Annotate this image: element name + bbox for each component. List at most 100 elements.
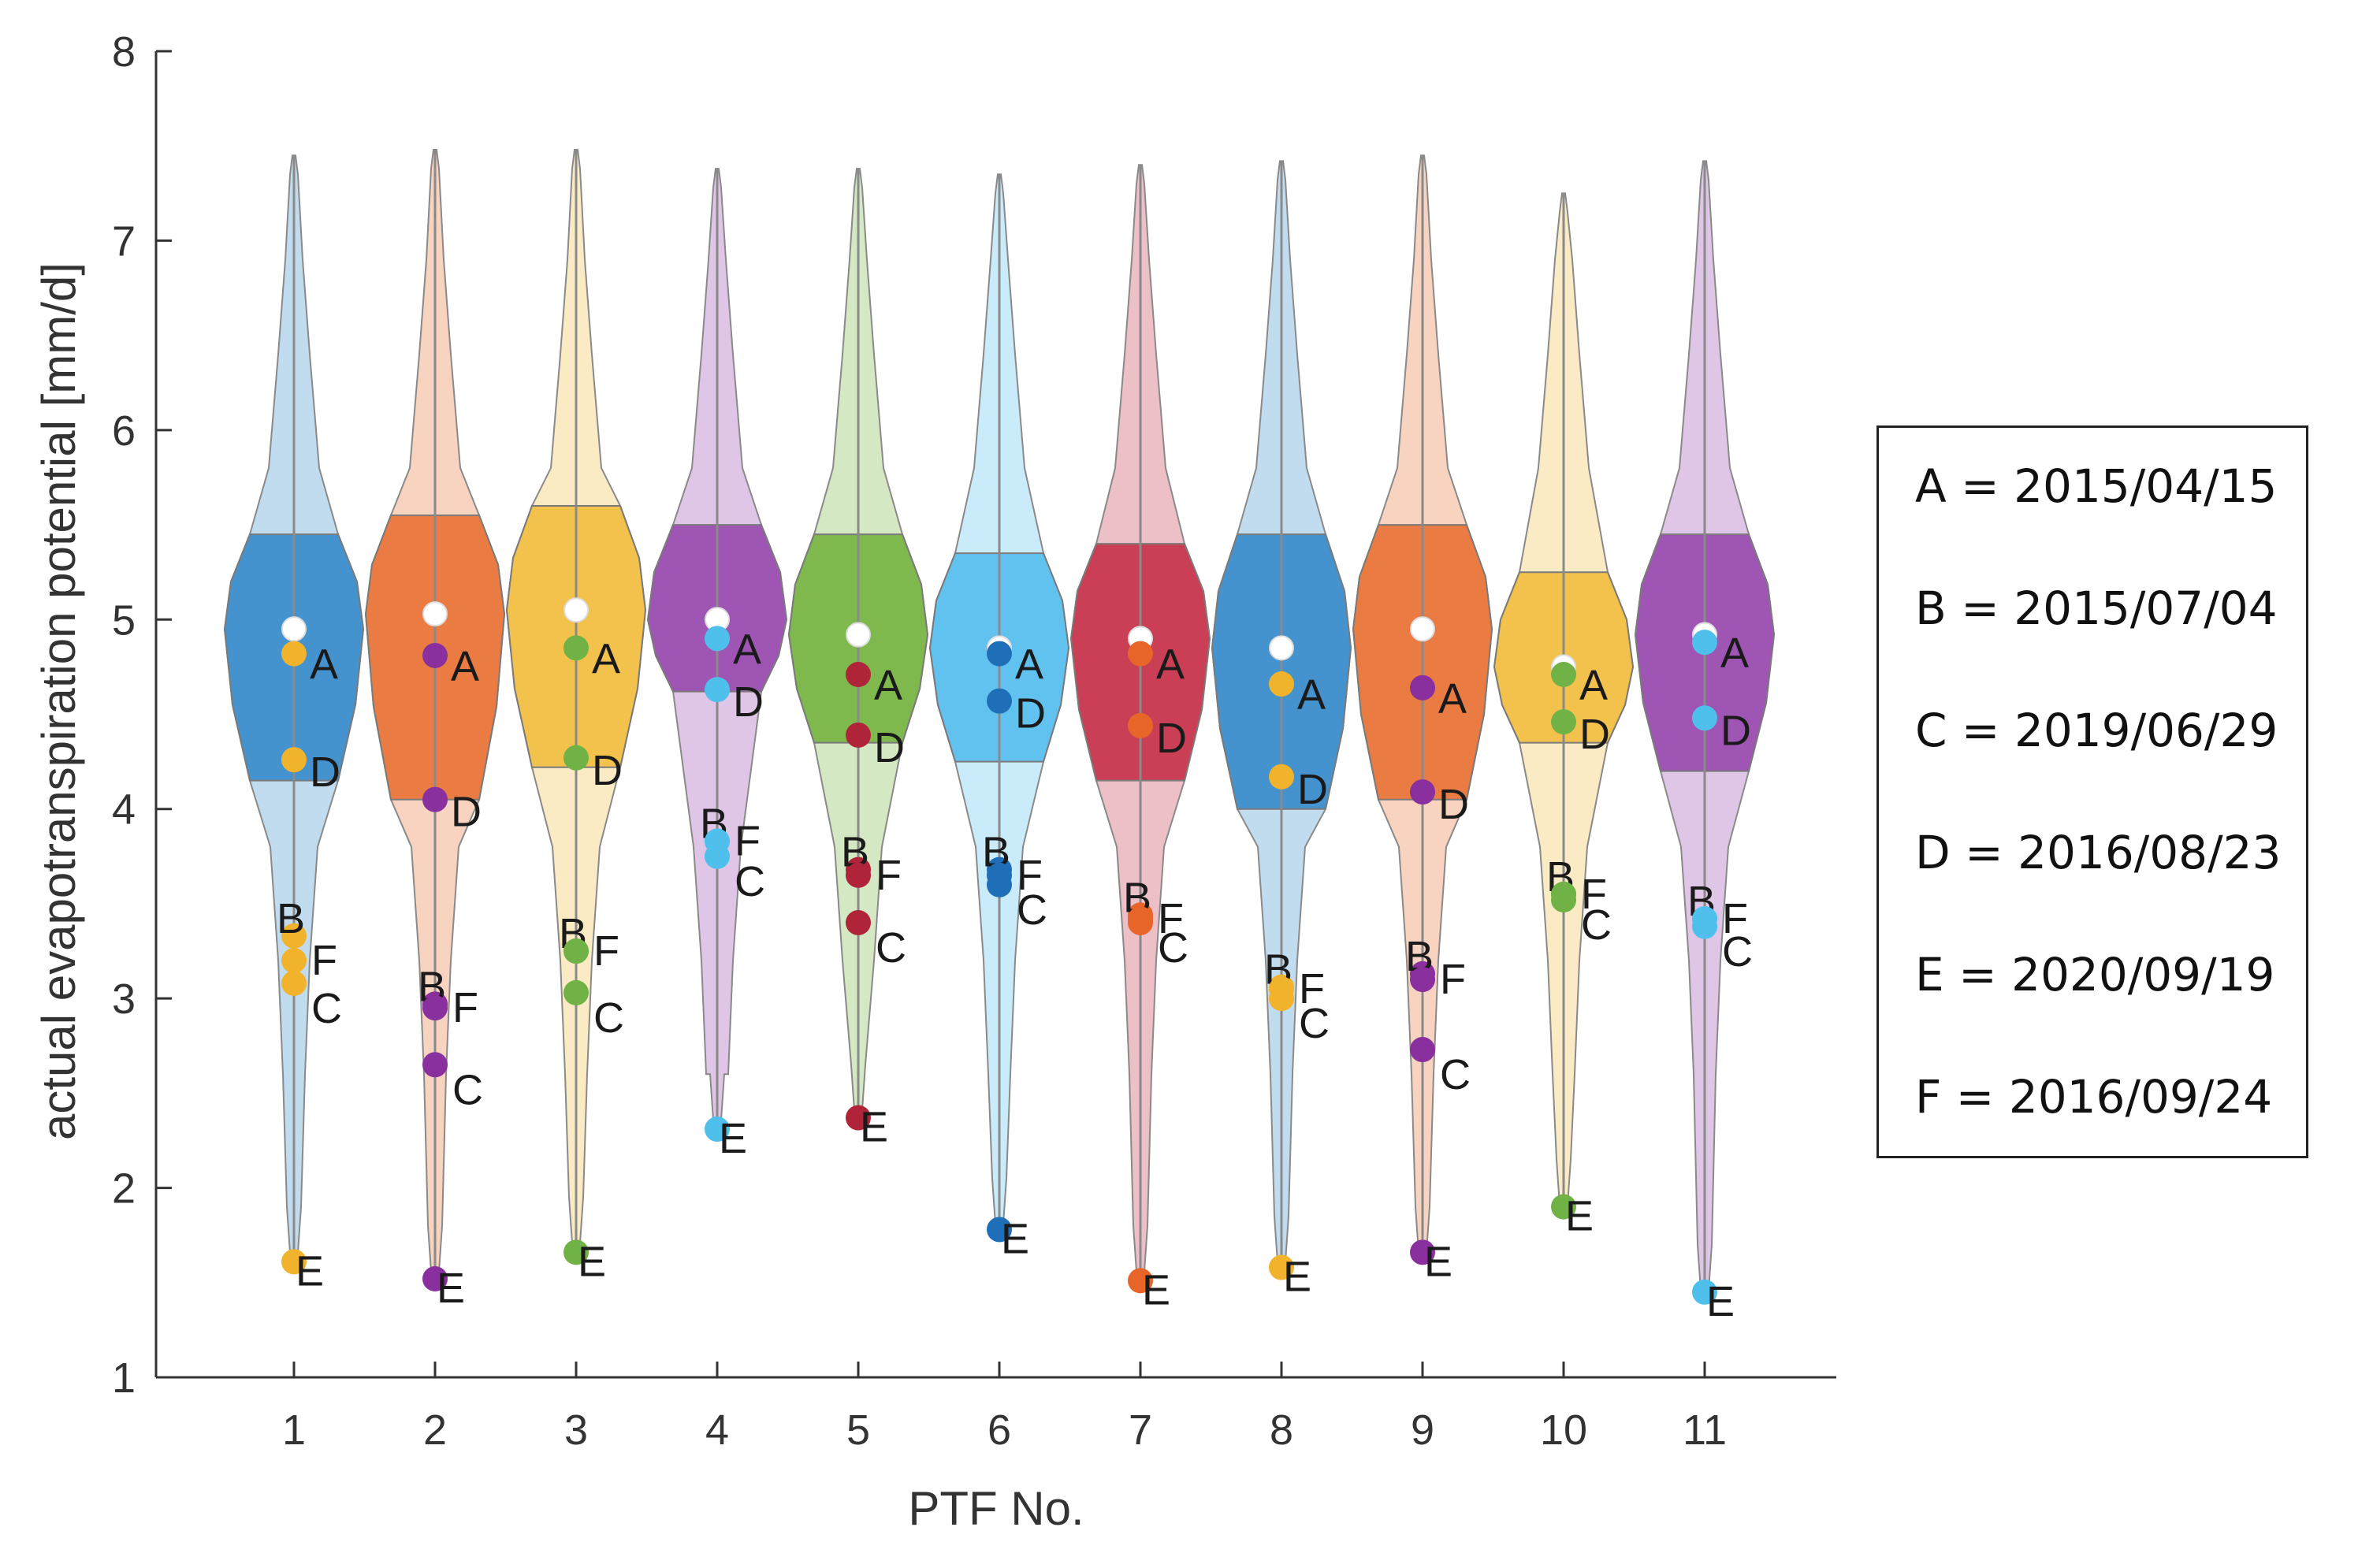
- point-b: [281, 923, 307, 949]
- point-a: [281, 641, 307, 667]
- point-label-a: A: [1015, 641, 1043, 689]
- point-e: [1269, 1254, 1294, 1280]
- legend-item-e: E = 2020/09/19: [1915, 948, 2275, 1001]
- legend-item-c: C = 2019/06/29: [1915, 704, 2278, 757]
- point-f: [705, 828, 730, 854]
- point-label-f: F: [1722, 895, 1748, 942]
- point-e: [1551, 1194, 1576, 1220]
- point-label-f: F: [1581, 871, 1607, 918]
- point-label-c: C: [311, 985, 342, 1032]
- point-e: [281, 1249, 307, 1275]
- point-label-d: D: [1297, 766, 1328, 813]
- point-label-d: D: [1156, 715, 1187, 762]
- y-axis-title: actual evapotranspiration potential [mm/…: [32, 262, 85, 1140]
- point-label-c: C: [1581, 901, 1612, 949]
- point-a: [846, 662, 871, 688]
- y-tick-label: 2: [112, 1165, 136, 1213]
- point-label-a: A: [1297, 671, 1326, 719]
- x-tick-label: 1: [282, 1406, 306, 1454]
- point-label-c: C: [1158, 924, 1188, 972]
- point-a: [1128, 641, 1153, 667]
- point-label-c: C: [593, 994, 624, 1042]
- point-label-f: F: [1158, 895, 1184, 942]
- median-marker: [1269, 635, 1294, 661]
- point-label-d: D: [310, 749, 340, 796]
- point-label-d: D: [874, 724, 905, 771]
- point-label-c: C: [1299, 1000, 1330, 1047]
- point-f: [1269, 976, 1294, 1002]
- point-f: [846, 862, 871, 888]
- point-label-c: C: [452, 1066, 483, 1113]
- point-e: [1692, 1279, 1717, 1305]
- point-f: [1410, 967, 1435, 993]
- point-label-e: E: [860, 1104, 888, 1151]
- point-a: [1692, 630, 1717, 656]
- y-tick-label: 4: [112, 786, 136, 834]
- y-tick-label: 7: [112, 217, 136, 265]
- point-label-c: C: [876, 924, 906, 972]
- point-e: [705, 1117, 730, 1143]
- point-d: [705, 677, 730, 703]
- point-a: [987, 641, 1012, 667]
- legend-item-f: F = 2016/09/24: [1915, 1070, 2273, 1124]
- legend-item-b: B = 2015/07/04: [1915, 581, 2278, 635]
- y-tick-label: 6: [112, 407, 136, 455]
- point-c: [422, 1052, 448, 1078]
- point-label-a: A: [310, 641, 338, 689]
- point-label-a: A: [1720, 630, 1749, 677]
- point-label-e: E: [1142, 1266, 1170, 1313]
- point-f: [1692, 906, 1717, 932]
- point-a: [563, 635, 589, 661]
- point-label-c: C: [735, 858, 765, 905]
- x-tick-label: 4: [705, 1406, 729, 1454]
- legend-item-d: D = 2016/08/23: [1915, 826, 2282, 879]
- y-tick-label: 8: [112, 28, 136, 76]
- y-tick-label: 5: [112, 596, 136, 644]
- point-label-a: A: [1438, 675, 1467, 723]
- point-label-d: D: [1438, 781, 1469, 828]
- point-label-e: E: [578, 1238, 606, 1285]
- median-marker: [846, 622, 871, 648]
- point-a: [1269, 671, 1294, 697]
- point-label-d: D: [1720, 707, 1751, 754]
- point-c: [1410, 1037, 1435, 1063]
- point-a: [1551, 662, 1576, 688]
- point-d: [281, 747, 307, 773]
- x-tick-label: 7: [1129, 1406, 1152, 1454]
- point-a: [422, 642, 448, 668]
- point-e: [846, 1105, 871, 1131]
- point-a: [1410, 674, 1435, 700]
- point-group: ABCDEFABCDEFABCDEFABCDEFABCDEFABCDEFABCD…: [277, 626, 1753, 1325]
- point-label-a: A: [733, 626, 761, 673]
- point-c: [281, 970, 307, 996]
- point-d: [422, 786, 448, 812]
- point-d: [987, 688, 1012, 714]
- point-label-c: C: [1017, 886, 1047, 934]
- point-d: [563, 745, 589, 771]
- point-label-f: F: [593, 927, 619, 975]
- point-label-d: D: [733, 678, 764, 726]
- point-label-d: D: [1015, 690, 1046, 738]
- median-marker: [422, 601, 448, 627]
- point-label-a: A: [451, 643, 479, 690]
- point-label-c: C: [1440, 1051, 1471, 1098]
- point-label-e: E: [1001, 1215, 1029, 1262]
- point-f: [1551, 881, 1576, 907]
- point-label-a: A: [1579, 662, 1608, 709]
- point-f: [563, 938, 589, 964]
- x-tick-label: 3: [564, 1406, 588, 1454]
- point-label-a: A: [592, 635, 620, 682]
- point-d: [1128, 712, 1153, 738]
- point-f: [987, 862, 1012, 888]
- point-a: [705, 626, 730, 652]
- legend-item-a: A = 2015/04/15: [1915, 459, 2278, 513]
- x-tick-label: 10: [1540, 1406, 1587, 1454]
- point-d: [846, 722, 871, 748]
- point-label-f: F: [452, 984, 478, 1031]
- legend: A = 2015/04/15 B = 2015/07/04 C = 2019/0…: [1876, 425, 2308, 1158]
- tick-group: 1 2 3 4 5 6 7 8 1 2 3 4 5 6 7 8 9 10 11: [112, 28, 1727, 1454]
- point-label-a: A: [1156, 641, 1185, 689]
- violin-group: [223, 149, 1776, 1302]
- point-label-e: E: [296, 1247, 324, 1295]
